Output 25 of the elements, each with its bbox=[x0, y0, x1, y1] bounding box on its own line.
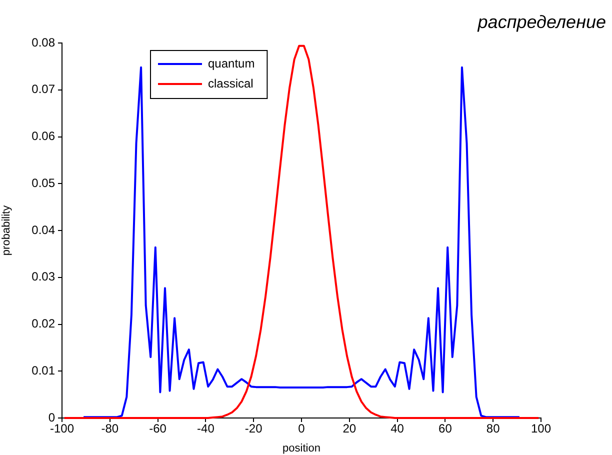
x-tick-label: 80 bbox=[486, 422, 500, 436]
y-tick-label: 0.01 bbox=[32, 363, 56, 378]
x-tick-label: -40 bbox=[197, 422, 215, 436]
y-tick-label: 0 bbox=[48, 410, 56, 424]
y-tick-label: 0.06 bbox=[32, 129, 56, 144]
x-tick-label: 0 bbox=[298, 422, 306, 436]
y-tick-label: 0.07 bbox=[32, 82, 56, 96]
x-tick-label: 100 bbox=[530, 422, 552, 436]
chart-title: распределение bbox=[478, 12, 606, 33]
x-tick-label: -60 bbox=[149, 422, 167, 436]
x-axis-title: position bbox=[282, 442, 320, 454]
y-tick-label: 0.08 bbox=[32, 35, 56, 50]
x-tick-label: 40 bbox=[390, 422, 404, 436]
x-tick-label: -80 bbox=[101, 422, 119, 436]
y-tick-label: 0.03 bbox=[32, 270, 56, 284]
legend-label: classical bbox=[208, 76, 254, 90]
y-tick-label: 0.05 bbox=[32, 176, 56, 190]
x-tick-label: 60 bbox=[438, 422, 452, 436]
x-tick-label: -20 bbox=[244, 422, 263, 436]
x-tick-label: 20 bbox=[342, 422, 356, 436]
x-tick-label: -100 bbox=[50, 422, 74, 436]
y-tick-label: 0.02 bbox=[32, 316, 56, 331]
y-axis-title: probability bbox=[0, 204, 13, 256]
legend-label: quantum bbox=[208, 56, 255, 70]
y-tick-label: 0.04 bbox=[32, 222, 56, 237]
